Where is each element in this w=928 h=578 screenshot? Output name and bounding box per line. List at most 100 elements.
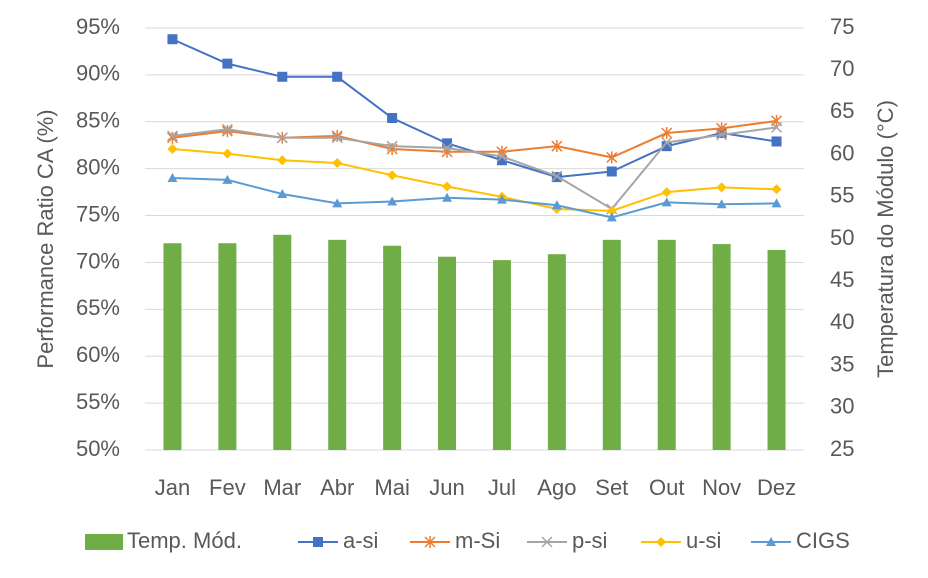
marker — [167, 143, 178, 154]
bar — [712, 244, 731, 450]
marker — [166, 131, 178, 144]
bar — [328, 239, 347, 450]
legend-label: a-si — [343, 528, 378, 553]
marker — [332, 198, 343, 208]
marker — [442, 192, 453, 202]
marker — [277, 71, 288, 82]
bar — [657, 239, 676, 450]
marker — [331, 132, 343, 144]
x-tick-label: Jan — [155, 475, 190, 500]
y-tick-label: 85% — [76, 108, 120, 133]
marker — [332, 158, 343, 169]
bar — [767, 249, 786, 450]
marker — [276, 132, 288, 144]
marker — [716, 199, 727, 209]
marker — [661, 141, 672, 152]
marker — [606, 205, 617, 216]
bar — [163, 243, 182, 450]
marker — [166, 130, 178, 142]
marker — [442, 181, 453, 192]
y-tick-label: 65% — [76, 295, 120, 320]
marker — [771, 121, 783, 133]
y-tick-label: 70% — [76, 248, 120, 273]
y2-tick-label: 45 — [830, 267, 854, 292]
bar — [383, 245, 402, 450]
y2-tick-label: 50 — [830, 225, 854, 250]
marker — [496, 150, 508, 163]
x-tick-label: Dez — [757, 475, 796, 500]
marker — [221, 123, 233, 135]
y2-tick-label: 75 — [830, 14, 854, 39]
y2-tick-label: 70 — [830, 56, 854, 81]
x-tick-label: Out — [649, 475, 684, 500]
marker — [606, 212, 617, 222]
bar — [438, 256, 457, 450]
marker — [387, 196, 398, 206]
x-tick-label: Nov — [702, 475, 741, 500]
y2-tick-label: 35 — [830, 351, 854, 376]
bar — [547, 254, 566, 450]
marker — [496, 155, 507, 166]
x-tick-label: Jun — [429, 475, 464, 500]
marker — [771, 136, 782, 147]
marker — [716, 129, 728, 141]
y2-tick-label: 30 — [830, 394, 854, 419]
legend-label: p-si — [572, 528, 607, 553]
line — [172, 38, 777, 179]
marker — [387, 113, 398, 124]
y2-tick-label: 55 — [830, 183, 854, 208]
marker — [222, 174, 233, 184]
y-tick-label: 60% — [76, 342, 120, 367]
bar — [492, 260, 511, 450]
x-tick-label: Set — [595, 475, 628, 500]
marker — [441, 142, 453, 154]
marker — [222, 148, 233, 159]
x-tick-label: Mai — [374, 475, 409, 500]
x-tick-label: Mar — [263, 475, 301, 500]
x-tick-label: Jul — [488, 475, 516, 500]
legend-marker — [424, 536, 436, 548]
y-tick-label: 90% — [76, 61, 120, 86]
y2-axis-title: Temperatura do Módulo (°C) — [873, 100, 898, 378]
x-tick-label: Fev — [209, 475, 246, 500]
marker — [496, 194, 507, 204]
y-axis-title: Performance Ratio CA (%) — [33, 109, 58, 368]
legend-marker — [313, 537, 323, 547]
bar — [273, 234, 292, 450]
bar — [218, 243, 237, 450]
marker — [661, 127, 673, 140]
y2-tick-label: 65 — [830, 98, 854, 123]
y2-tick-label: 40 — [830, 309, 854, 334]
marker — [661, 187, 672, 198]
line — [172, 126, 777, 211]
legend-label: u-si — [686, 528, 721, 553]
marker — [606, 166, 617, 177]
legend-marker — [541, 536, 553, 548]
y-tick-label: 55% — [76, 389, 120, 414]
marker — [277, 155, 288, 166]
marker — [387, 170, 398, 181]
legend-marker — [766, 537, 776, 546]
marker — [551, 140, 563, 153]
y2-tick-label: 25 — [830, 436, 854, 461]
marker — [771, 198, 782, 208]
marker — [661, 197, 672, 207]
marker — [221, 125, 233, 138]
marker — [716, 182, 727, 193]
bar — [602, 239, 621, 450]
y-tick-label: 95% — [76, 14, 120, 39]
marker — [386, 140, 398, 152]
legend-swatch — [85, 534, 123, 550]
x-tick-label: Ago — [537, 475, 576, 500]
y2-tick-label: 60 — [830, 140, 854, 165]
marker — [771, 184, 782, 195]
y-tick-label: 50% — [76, 436, 120, 461]
marker — [551, 170, 563, 182]
marker — [222, 58, 233, 69]
marker — [277, 188, 288, 198]
line — [172, 177, 777, 219]
y-tick-label: 80% — [76, 154, 120, 179]
x-tick-label: Abr — [320, 475, 354, 500]
marker — [551, 200, 562, 210]
